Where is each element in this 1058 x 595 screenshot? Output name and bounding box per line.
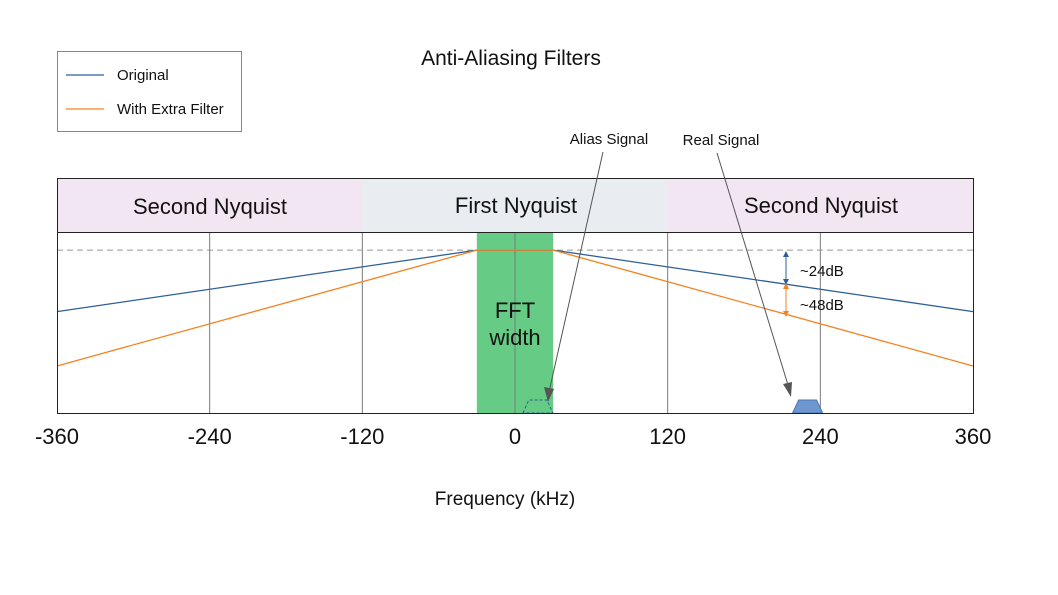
plot-area-border	[57, 232, 974, 414]
db48-label: ~48dB	[800, 297, 844, 314]
signals	[522, 399, 824, 414]
db24-arrowhead-top	[783, 251, 789, 257]
alias-signal-label: Alias Signal	[570, 131, 648, 148]
zone-left-bg	[57, 179, 362, 232]
callouts: Alias Signal Real Signal	[544, 131, 792, 402]
nyquist-zones: Second Nyquist First Nyquist Second Nyqu…	[57, 178, 974, 233]
x-tick-label-5: 240	[802, 424, 839, 449]
x-tick-label-6: 360	[955, 424, 992, 449]
series-line-extra-filter	[56, 249, 974, 367]
x-tick-label-4: 120	[649, 424, 686, 449]
x-tick-label-2: -120	[340, 424, 384, 449]
x-tick-label-3: 0	[509, 424, 521, 449]
zone-right-bg	[668, 179, 973, 232]
real-signal-pointer	[716, 152, 789, 386]
legend-box	[57, 51, 242, 132]
fft-label-line1: FFT	[495, 298, 535, 323]
legend-label-original: Original	[117, 67, 169, 84]
real-signal-label: Real Signal	[683, 132, 760, 149]
x-axis-ticks: -360 -240 -120 0 120 240 360	[35, 424, 991, 449]
db24-label: ~24dB	[800, 263, 844, 280]
db24-arrowhead-bottom	[783, 279, 789, 285]
real-signal-shape	[791, 399, 824, 414]
filter-response-series	[56, 249, 974, 367]
zone-center-label: First Nyquist	[455, 193, 577, 218]
alias-signal-arrowhead	[544, 387, 554, 402]
alias-signal-pointer	[548, 151, 604, 393]
chart-title: Anti-Aliasing Filters	[421, 47, 601, 70]
x-axis-label: Frequency (kHz)	[435, 489, 575, 510]
zone-left-label: Second Nyquist	[133, 194, 287, 219]
legend: Original With Extra Filter	[57, 51, 242, 132]
zone-right-label: Second Nyquist	[744, 193, 898, 218]
db48-arrowhead-top	[783, 283, 789, 289]
db-annotations: ~24dB ~48dB	[783, 251, 844, 317]
vertical-gridlines	[209, 232, 821, 413]
db48-arrowhead-bottom	[783, 311, 789, 317]
real-signal-arrowhead	[783, 382, 792, 397]
fft-label-line2: width	[488, 325, 540, 350]
x-tick-label-1: -240	[188, 424, 232, 449]
x-tick-label-0: -360	[35, 424, 79, 449]
zone-center-bg	[362, 179, 668, 232]
legend-label-extra-filter: With Extra Filter	[117, 101, 224, 118]
